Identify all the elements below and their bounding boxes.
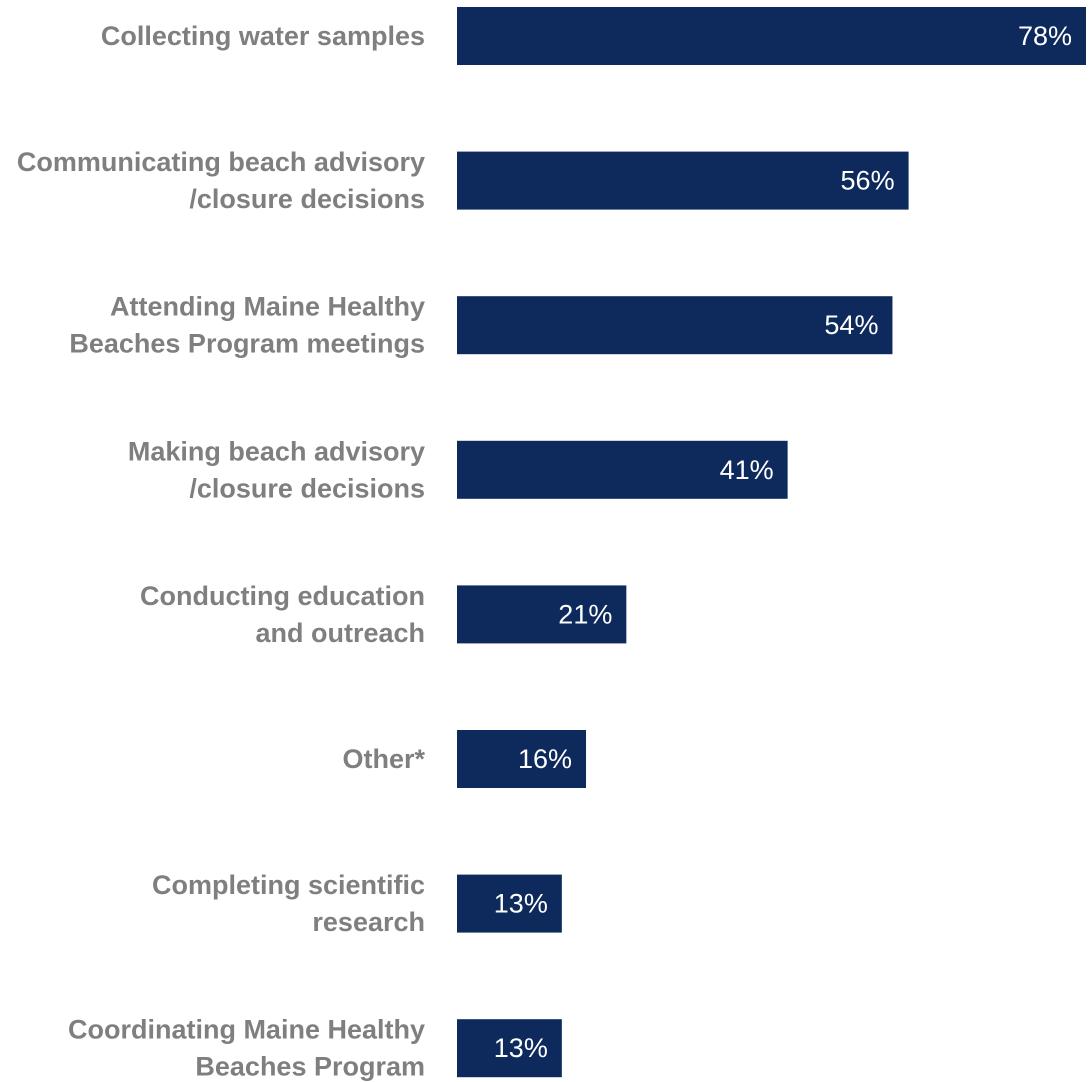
category-label-line: Coordinating Maine Healthy	[68, 1015, 425, 1045]
category-label-line: Making beach advisory	[128, 436, 425, 466]
category-label-line: Communicating beach advisory	[17, 147, 425, 177]
category-label-6: Completing scientific research	[152, 870, 425, 937]
bar-value-label-1: 56%	[841, 166, 895, 196]
bar-value-label-3: 41%	[720, 455, 774, 485]
category-label-0: Collecting water samples	[101, 21, 425, 51]
bar-value-label-0: 78%	[1018, 21, 1072, 51]
category-label-line: and outreach	[255, 618, 425, 648]
bar-value-label-5: 16%	[518, 744, 572, 774]
category-label-7: Coordinating Maine Healthy Beaches Progra…	[68, 1015, 425, 1082]
category-label-3: Making beach advisory/closure decisions	[128, 436, 425, 503]
bar-value-label-4: 21%	[558, 599, 612, 629]
bar-value-label-6: 13%	[494, 889, 548, 919]
category-label-line: /closure decisions	[189, 184, 425, 214]
category-label-line: Beaches Program	[195, 1052, 425, 1082]
category-label-2: Attending Maine Healthy Beaches Program m…	[69, 292, 425, 359]
category-label-line: Completing scientific	[152, 870, 425, 900]
category-label-line: Conducting education	[140, 581, 425, 611]
category-label-line: research	[312, 907, 425, 937]
category-label-1: Communicating beach advisory/closure dec…	[17, 147, 425, 214]
bar-value-label-7: 13%	[494, 1033, 548, 1063]
bar-value-label-2: 54%	[824, 310, 878, 340]
category-label-4: Conducting education and outreach	[140, 581, 425, 648]
bar-0	[457, 7, 1086, 65]
category-label-5: Other*	[342, 744, 425, 774]
category-label-line: Beaches Program meetings	[69, 329, 425, 359]
category-label-line: /closure decisions	[189, 473, 425, 503]
category-label-line: Attending Maine Healthy	[110, 292, 425, 322]
category-label-line: Other*	[342, 744, 425, 774]
category-label-line: Collecting water samples	[101, 21, 425, 51]
